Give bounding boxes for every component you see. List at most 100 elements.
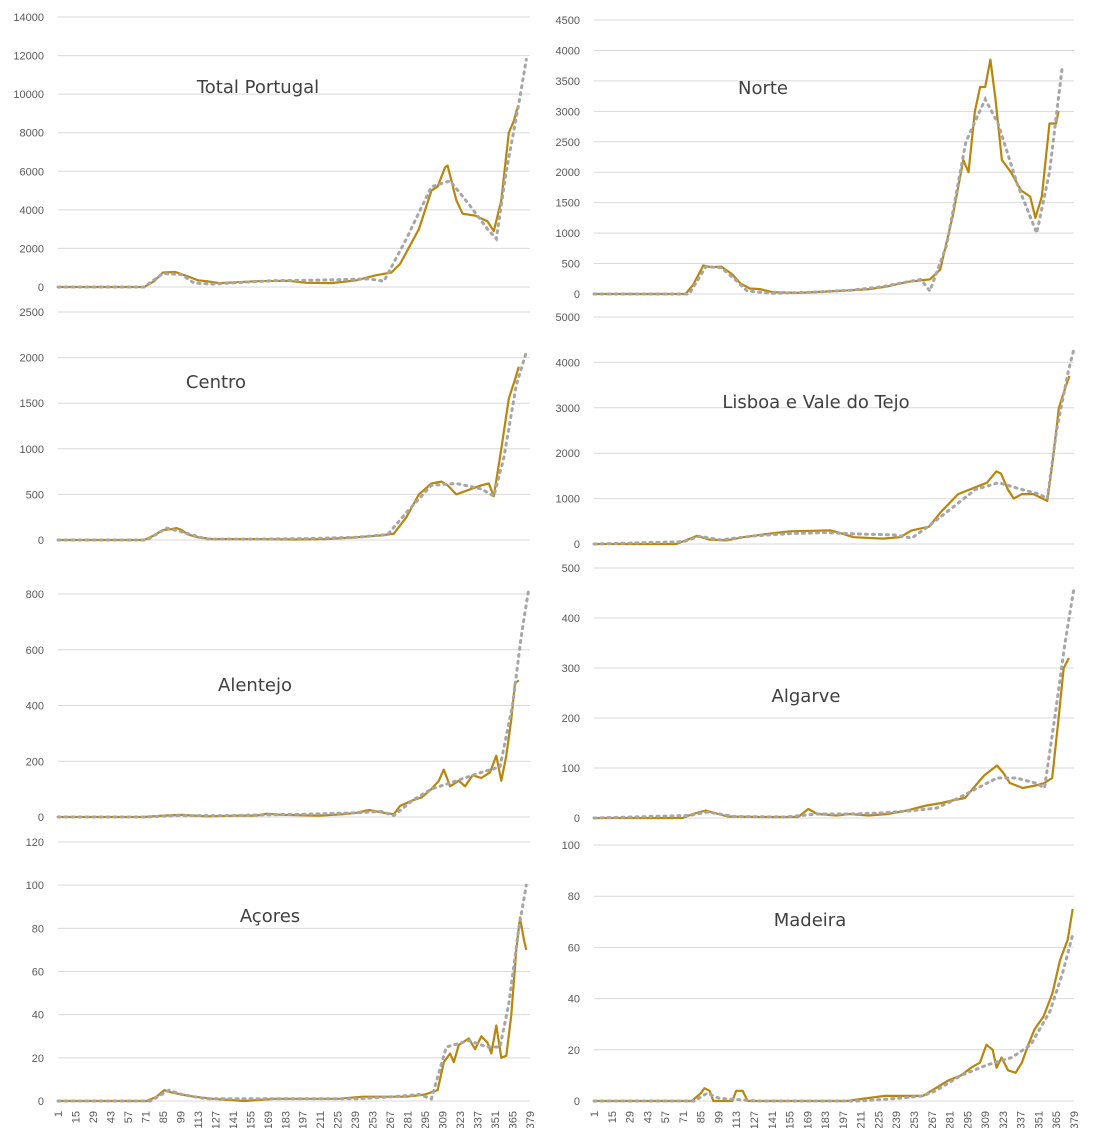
x-tick-label: 155 [785, 1111, 797, 1128]
x-tick-label: 155 [245, 1111, 257, 1128]
x-axis-7: 1 15 29 43 57 71 85 99 113 127 141 155 169 183 197 211 2… [53, 1111, 537, 1128]
x-tick-label: 351 [490, 1111, 502, 1128]
y-tick-label: 1000 [556, 494, 580, 506]
y-tick-label: 500 [562, 259, 580, 271]
x-tick-label: 337 [473, 1111, 485, 1128]
chart-title: Açores [240, 906, 300, 927]
chart-title: Centro [186, 372, 246, 393]
y-tick-label: 500 [562, 563, 580, 575]
y-tick-label: 2000 [556, 167, 580, 179]
x-tick-label: 127 [210, 1111, 222, 1128]
chart-title: Total Portugal [196, 77, 319, 98]
x-tick-label: 29 [88, 1111, 100, 1123]
x-tick-label: 267 [927, 1111, 939, 1128]
y-tick-label: 4500 [556, 15, 580, 27]
x-tick-label: 253 [909, 1111, 921, 1128]
x-tick-label: 211 [315, 1111, 327, 1128]
trend-line [592, 586, 1076, 820]
x-tick-label: 281 [403, 1111, 415, 1128]
data-line [58, 916, 528, 1103]
data-line [58, 679, 520, 819]
x-tick-label: 197 [838, 1111, 850, 1128]
x-tick-label: 183 [280, 1111, 292, 1128]
x-tick-label: 99 [175, 1111, 187, 1123]
x-tick-label: 295 [962, 1111, 974, 1128]
x-tick-label: 71 [140, 1111, 152, 1123]
y-tick-label: 10000 [13, 89, 44, 101]
x-tick-label: 57 [660, 1111, 672, 1123]
y-tick-label: 400 [562, 613, 580, 625]
chart-7: 0 20 40 60 80 100 120 Açores [26, 837, 530, 1108]
y-tick-label: 0 [574, 289, 580, 301]
y-tick-label: 40 [32, 1010, 44, 1022]
x-tick-label: 29 [625, 1111, 637, 1123]
y-tick-label: 2000 [20, 243, 44, 255]
x-tick-label: 43 [105, 1111, 117, 1123]
x-tick-label: 71 [678, 1111, 690, 1123]
y-tick-label: 0 [38, 535, 44, 547]
y-tick-label: 40 [568, 994, 580, 1006]
chart-1: 0 2000 4000 6000 8000 10000 12000 14000 Total Po… [13, 12, 530, 294]
y-tick-label: 200 [26, 756, 44, 768]
x-tick-label: 197 [298, 1111, 310, 1128]
y-tick-label: 20 [32, 1053, 44, 1065]
y-tick-label: 1500 [556, 198, 580, 210]
x-tick-label: 351 [1033, 1111, 1045, 1128]
y-tick-label: 3000 [556, 106, 580, 118]
y-tick-label: 1000 [556, 228, 580, 240]
x-tick-label: 113 [193, 1111, 205, 1128]
y-tick-label: 0 [38, 812, 44, 824]
chart-6: 0 100 200 300 400 500 Algarve [562, 563, 1076, 825]
x-tick-label: 183 [820, 1111, 832, 1128]
trend-line [592, 347, 1076, 546]
x-tick-label: 281 [945, 1111, 957, 1128]
y-tick-label: 0 [38, 1096, 44, 1108]
x-tick-label: 365 [1051, 1111, 1063, 1128]
y-tick-label: 100 [562, 840, 580, 852]
chart-title: Lisboa e Vale do Tejo [722, 392, 909, 413]
x-tick-label: 309 [438, 1111, 450, 1128]
y-tick-label: 600 [26, 645, 44, 657]
x-tick-label: 141 [767, 1111, 779, 1128]
chart-4: 0 1000 2000 3000 4000 5000 Lisboa e Vale do Te… [556, 312, 1076, 551]
x-tick-label: 211 [856, 1111, 868, 1128]
y-tick-label: 2500 [20, 307, 44, 319]
x-tick-label: 15 [607, 1111, 619, 1123]
x-tick-label: 253 [368, 1111, 380, 1128]
y-tick-label: 100 [26, 880, 44, 892]
x-tick-label: 1 [589, 1111, 601, 1117]
chart-2: 0 500 1000 1500 2000 2500 3000 3500 4000 4500 Nort… [556, 15, 1074, 301]
y-tick-label: 4000 [556, 357, 580, 369]
x-tick-label: 295 [420, 1111, 432, 1128]
chart-8: 0 20 40 60 80 100 Madeira [562, 840, 1075, 1108]
x-tick-label: 169 [263, 1111, 275, 1128]
y-tick-label: 1000 [20, 444, 44, 456]
trend-line [592, 64, 1064, 296]
y-tick-label: 800 [26, 589, 44, 601]
chart-3: 0 500 1000 1500 2000 2500 Centro [20, 307, 530, 547]
y-tick-label: 8000 [20, 128, 44, 140]
chart-title: Algarve [772, 686, 841, 707]
y-tick-label: 200 [562, 713, 580, 725]
y-tick-label: 80 [32, 923, 44, 935]
x-tick-label: 99 [713, 1111, 725, 1123]
y-tick-label: 100 [562, 763, 580, 775]
y-tick-label: 14000 [13, 12, 44, 24]
x-tick-label: 239 [350, 1111, 362, 1128]
y-tick-label: 0 [574, 1096, 580, 1108]
trend-line [56, 883, 528, 1103]
y-tick-label: 0 [574, 813, 580, 825]
data-line [58, 366, 520, 542]
x-tick-label: 141 [228, 1111, 240, 1128]
data-line [594, 58, 1060, 296]
y-tick-label: 5000 [556, 312, 580, 324]
y-tick-label: 4000 [20, 205, 44, 217]
x-tick-label: 169 [802, 1111, 814, 1128]
trend-line [56, 586, 531, 819]
x-tick-label: 323 [998, 1111, 1010, 1128]
y-tick-label: 0 [574, 539, 580, 551]
y-tick-label: 12000 [13, 51, 44, 63]
y-tick-label: 6000 [20, 166, 44, 178]
x-tick-label: 1 [53, 1111, 65, 1117]
